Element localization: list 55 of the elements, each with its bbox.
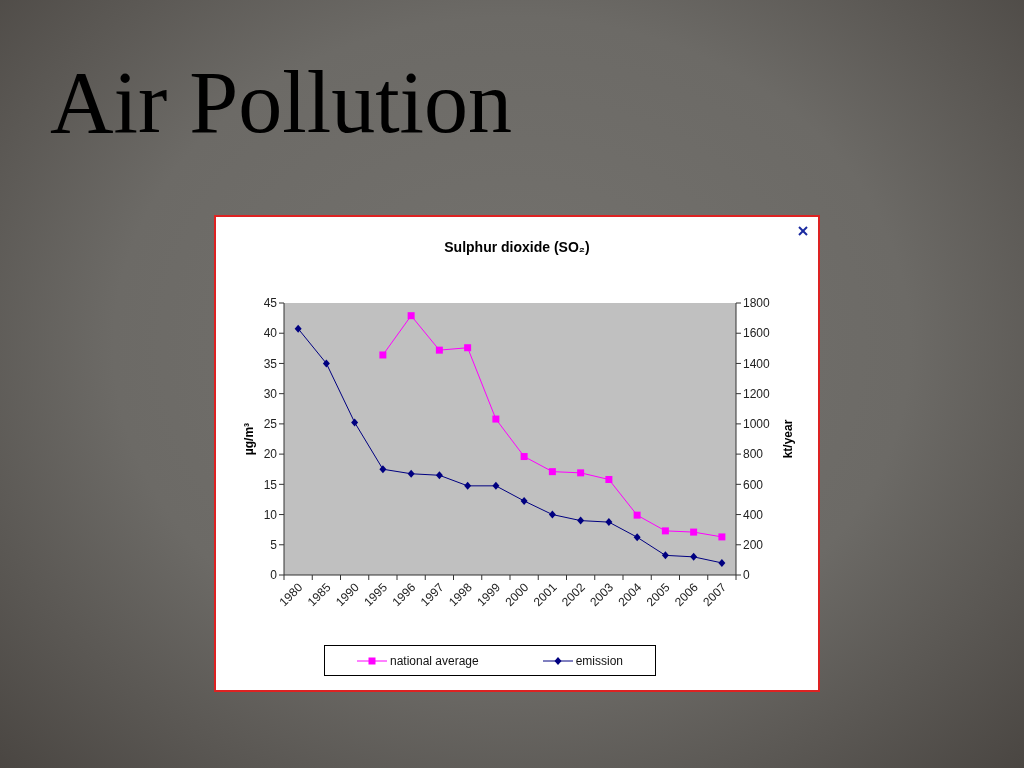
point xyxy=(690,528,698,536)
point xyxy=(492,415,500,423)
y2-axis-title: kt/year xyxy=(781,419,795,459)
point xyxy=(520,453,528,461)
y2-tick-label: 0 xyxy=(743,568,750,583)
chart-subtitle: Sulphur dioxide (SO₂) xyxy=(443,239,591,255)
y2-tick-label: 1200 xyxy=(743,386,771,401)
chart-title: Air Pollution xyxy=(50,53,513,153)
y-tick-label: 0 xyxy=(270,568,278,583)
legend-label: emission xyxy=(575,653,624,668)
y-tick-label: 15 xyxy=(263,477,278,492)
point xyxy=(605,476,613,483)
point xyxy=(605,518,613,527)
point xyxy=(464,344,472,352)
y-tick-label: 40 xyxy=(263,326,278,341)
y2-tick-label: 1000 xyxy=(743,417,771,432)
point xyxy=(690,552,698,561)
point xyxy=(548,468,556,476)
point xyxy=(548,510,556,519)
y-tick-label: 20 xyxy=(263,447,278,462)
point xyxy=(633,533,641,542)
point xyxy=(492,481,500,490)
point xyxy=(407,469,415,478)
point xyxy=(661,551,669,560)
y-tick-label: 35 xyxy=(263,356,278,371)
point xyxy=(379,465,387,474)
y-tick-label: 45 xyxy=(263,296,278,311)
point xyxy=(322,359,330,368)
point xyxy=(379,351,387,359)
point xyxy=(718,533,726,541)
y2-tick-label: 1600 xyxy=(743,326,771,341)
y-tick-label: 30 xyxy=(263,386,278,401)
y2-tick-label: 1400 xyxy=(743,356,771,371)
point xyxy=(294,324,302,333)
point xyxy=(520,496,528,505)
y2-tick-label: 800 xyxy=(743,447,764,462)
y-tick-label: 10 xyxy=(263,507,278,522)
point xyxy=(577,516,585,525)
legend-label: national average xyxy=(389,653,479,668)
point xyxy=(577,469,585,477)
y2-tick-label: 400 xyxy=(743,507,764,522)
y2-tick-label: 1800 xyxy=(743,296,771,311)
point xyxy=(435,471,443,480)
y-axis-title: µg/m³ xyxy=(242,422,256,456)
point xyxy=(407,312,415,320)
point xyxy=(464,481,472,490)
point xyxy=(633,511,641,519)
y2-tick-label: 600 xyxy=(743,477,764,492)
point xyxy=(351,418,359,427)
point xyxy=(435,346,443,354)
y-tick-label: 25 xyxy=(263,417,278,432)
point xyxy=(661,527,669,535)
y2-tick-label: 200 xyxy=(743,538,764,553)
point xyxy=(718,558,726,567)
y-tick-label: 5 xyxy=(270,538,278,553)
